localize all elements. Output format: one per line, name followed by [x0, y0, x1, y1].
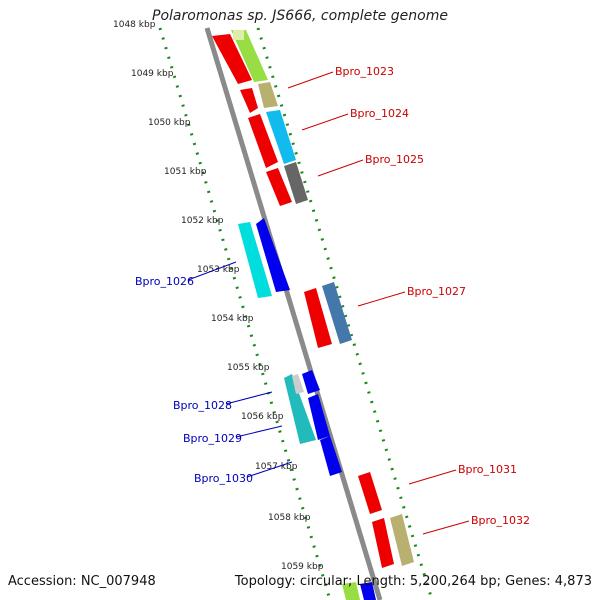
genome-title: Polaromonas sp. JS666, complete genome [152, 8, 448, 24]
gene-label[interactable]: Bpro_1023 [335, 65, 394, 78]
gene-block[interactable] [360, 582, 376, 600]
leader-line [408, 469, 457, 485]
tick-label: 1049 kbp [131, 69, 174, 79]
genome-summary: Topology: circular; Length: 5,200,264 bp… [234, 574, 592, 589]
gene-block[interactable] [322, 282, 352, 344]
gene-block[interactable] [240, 88, 258, 113]
gene-block[interactable] [248, 114, 278, 168]
gene-block[interactable] [233, 30, 244, 40]
tick-label: 1054 kbp [211, 314, 254, 324]
leader-line [225, 391, 273, 405]
tick-label: 1058 kbp [268, 513, 311, 523]
tick-label: 1051 kbp [164, 167, 207, 177]
leader-line [187, 261, 237, 281]
gene-labels-right: Bpro_1023 Bpro_1024 Bpro_1025 Bpro_1027 Bpro… [287, 65, 530, 535]
tick-label: 1056 kbp [241, 412, 284, 422]
gene-block[interactable] [304, 288, 332, 348]
gene-label[interactable]: Bpro_1027 [407, 285, 466, 298]
gene-block[interactable] [284, 374, 316, 444]
gene-block[interactable] [390, 514, 414, 566]
genome-backbone [204, 27, 383, 600]
gene-block[interactable] [258, 82, 278, 108]
tick-label: 1048 kbp [113, 20, 156, 30]
leader-line [301, 113, 349, 131]
leader-line [357, 291, 406, 307]
leader-line [235, 425, 283, 438]
gene-block[interactable] [284, 162, 308, 204]
leader-line [246, 461, 293, 478]
gene-label[interactable]: Bpro_1028 [173, 399, 232, 412]
tick-labels: 1048 kbp 1049 kbp 1050 kbp 1051 kbp 1052 kbp… [113, 20, 324, 572]
tick-label: 1052 kbp [181, 216, 224, 226]
tick-label: 1053 kbp [197, 265, 240, 275]
gene-block[interactable] [266, 110, 296, 164]
gene-block[interactable] [231, 30, 268, 82]
gene-block[interactable] [372, 518, 394, 568]
gene-label[interactable]: Bpro_1025 [365, 153, 424, 166]
tick-label: 1050 kbp [148, 118, 191, 128]
gene-block[interactable] [302, 370, 320, 394]
gene-block[interactable] [342, 582, 360, 600]
gene-labels-left: Bpro_1026 Bpro_1028 Bpro_1029 Bpro_1030 [135, 261, 293, 485]
gene-block[interactable] [256, 218, 290, 292]
leader-line [317, 159, 364, 177]
gene-label[interactable]: Bpro_1031 [458, 463, 517, 476]
tick-label: 1059 kbp [281, 562, 324, 572]
gene-block[interactable] [292, 374, 304, 394]
gene-block[interactable] [358, 472, 382, 514]
gene-label[interactable]: Bpro_1024 [350, 107, 409, 120]
gene-block[interactable] [308, 394, 330, 440]
gene-block[interactable] [238, 222, 272, 298]
gene-label[interactable]: Bpro_1030 [194, 472, 253, 485]
gene-label[interactable]: Bpro_1032 [471, 514, 530, 527]
gene-block[interactable] [266, 168, 292, 206]
gene-block[interactable] [212, 34, 252, 84]
gene-block[interactable] [320, 436, 342, 476]
tick-label: 1055 kbp [227, 363, 270, 373]
accession-text: Accession: NC_007948 [8, 574, 156, 589]
leader-line [422, 520, 470, 535]
gene-label[interactable]: Bpro_1029 [183, 432, 242, 445]
leader-line [287, 71, 334, 89]
gene-label[interactable]: Bpro_1026 [135, 275, 194, 288]
